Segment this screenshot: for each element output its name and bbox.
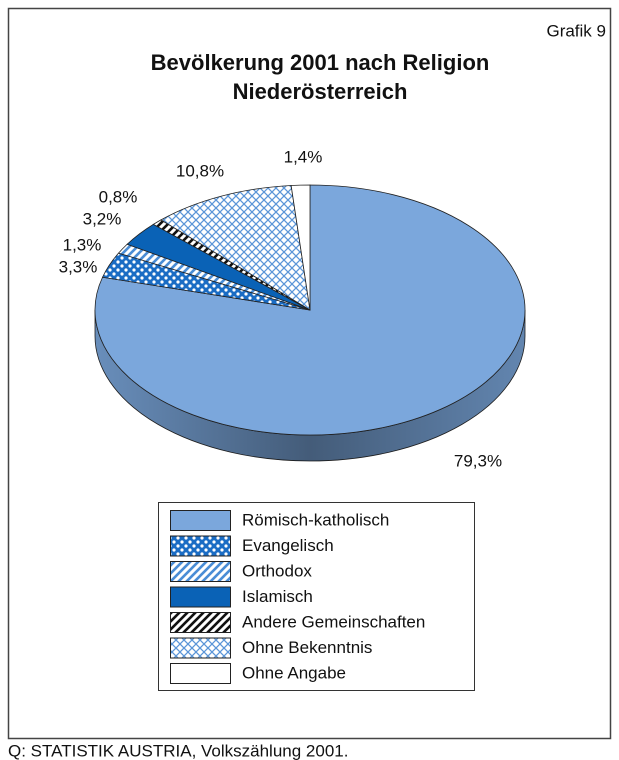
- source: Q: STATISTIK AUSTRIA, Volkszählung 2001.: [8, 741, 348, 760]
- legend-swatch: [170, 561, 231, 582]
- data-label: 79,3%: [454, 451, 502, 470]
- legend-label: Orthodox: [242, 561, 312, 580]
- data-label: 3,2%: [83, 209, 122, 228]
- data-label: 0,8%: [99, 187, 138, 206]
- chart-title: Bevölkerung 2001 nach Religion: [151, 50, 490, 75]
- pie-slice: [290, 184, 311, 311]
- legend-label: Andere Gemeinschaften: [242, 612, 425, 631]
- legend-swatch: [170, 637, 231, 659]
- data-label: 3,3%: [59, 257, 98, 276]
- legend-swatch: [170, 510, 231, 531]
- data-label: 1,3%: [63, 235, 102, 254]
- legend-swatch: [170, 535, 231, 557]
- legend-label: Römisch-katholisch: [242, 510, 389, 529]
- legend-swatch: [170, 663, 231, 684]
- chart-subtitle: Niederösterreich: [233, 79, 408, 104]
- legend-swatch: [170, 612, 231, 633]
- legend-label: Evangelisch: [242, 536, 334, 555]
- data-label: 1,4%: [284, 147, 323, 166]
- pie-side-shade: [95, 310, 525, 461]
- legend-label: Ohne Bekenntnis: [242, 638, 372, 657]
- pie-slice: [160, 185, 311, 311]
- annotation: Grafik 9: [546, 21, 606, 40]
- legend-label: Ohne Angabe: [242, 663, 346, 682]
- legend-label: Islamisch: [242, 587, 313, 606]
- data-label: 10,8%: [176, 161, 224, 180]
- legend-swatch: [170, 586, 231, 608]
